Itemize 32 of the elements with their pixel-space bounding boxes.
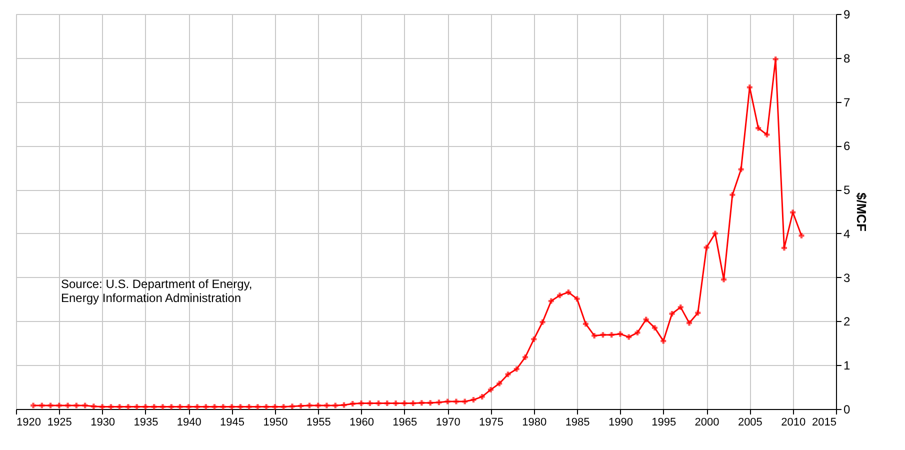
y-tick-label: 0 — [844, 402, 850, 416]
x-tick-label: 1980 — [522, 416, 547, 428]
x-tick-label: 2015 — [812, 416, 836, 428]
x-tick-label: 1935 — [134, 416, 158, 428]
x-tick-label: 1975 — [478, 416, 504, 428]
x-tick-label: 1950 — [263, 416, 288, 428]
x-tick-label: 1940 — [176, 416, 202, 428]
y-tick-label: 4 — [844, 226, 850, 241]
x-tick-label: 2005 — [738, 416, 762, 428]
y-tick-label: 5 — [844, 183, 850, 198]
y-tick-label: 2 — [844, 314, 850, 329]
x-tick-label: 1970 — [436, 416, 460, 428]
y-tick-label: 7 — [844, 95, 850, 110]
x-tick-label: 1925 — [47, 416, 72, 428]
y-tick-label: 3 — [844, 270, 850, 285]
x-tick-label: 1945 — [220, 416, 245, 428]
y-tick-label: 1 — [844, 358, 850, 373]
y-tick-label: 9 — [844, 8, 850, 22]
x-tick-label: 2010 — [781, 416, 806, 428]
x-tick-label: 1995 — [652, 416, 676, 428]
y-axis-title: $/MCF — [854, 192, 870, 232]
y-tick-label: 6 — [844, 139, 850, 154]
x-tick-label: 1965 — [392, 416, 418, 428]
x-tick-label: 1955 — [306, 416, 331, 428]
x-tick-label: 2000 — [694, 416, 720, 428]
x-tick-label: 1990 — [608, 416, 633, 428]
annotation: Source: U.S. Department of Energy, Energy Information Administration — [61, 277, 252, 305]
x-tick-label: 1960 — [350, 416, 374, 428]
x-tick-label: 1920 — [16, 416, 41, 428]
x-tick-label: 1985 — [565, 416, 590, 428]
y-tick-label: 8 — [844, 51, 850, 66]
x-tick-label: 1930 — [90, 416, 116, 428]
